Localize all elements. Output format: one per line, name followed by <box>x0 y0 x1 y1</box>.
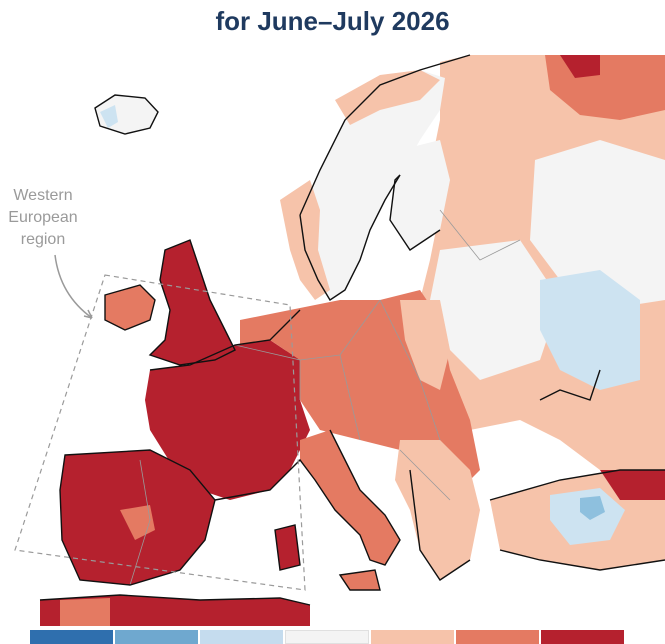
western-european-region-outline <box>14 274 306 591</box>
france <box>145 340 310 500</box>
ireland <box>105 285 155 330</box>
legend-swatch <box>30 630 114 644</box>
eastern-cool-patch <box>540 270 640 390</box>
color-legend <box>30 630 626 644</box>
annotation-arrow <box>54 254 93 319</box>
iceland-cool-patch <box>100 105 118 128</box>
legend-swatch <box>285 630 369 644</box>
annotation-line-1: Western <box>13 187 72 204</box>
scandinavia <box>300 70 445 300</box>
annotation-line-2: European <box>8 209 77 226</box>
legend-swatch <box>200 630 284 644</box>
balkans <box>395 440 480 580</box>
northeast-hottest-patch <box>560 55 600 78</box>
turkey-hot-patch <box>600 470 665 500</box>
europe-temperature-map: Western European region <box>0 52 665 626</box>
coastlines <box>39 54 665 606</box>
sardinia <box>275 525 300 570</box>
legend-swatch <box>540 630 624 644</box>
eastern-neutral-1 <box>530 140 665 310</box>
eastern-neutral-2 <box>430 240 560 380</box>
map-title: for June–July 2026 <box>215 6 450 36</box>
sicily <box>340 570 380 590</box>
legend-swatch <box>115 630 199 644</box>
central-europe-neutral <box>400 300 450 390</box>
legend-swatch <box>370 630 454 644</box>
italy <box>300 430 400 565</box>
scandinavia-warm-north <box>335 70 440 125</box>
turkey-cool-core <box>580 496 605 520</box>
benelux-germany-west <box>240 310 300 360</box>
great-britain <box>150 240 235 365</box>
annotation-line-3: region <box>21 231 65 248</box>
legend-swatch <box>455 630 539 644</box>
finland <box>390 140 450 250</box>
annotation-arrow-head <box>83 309 93 319</box>
scandinavia-warm-west <box>280 180 330 300</box>
region-annotation: Western European region <box>8 187 77 248</box>
north-africa-warm <box>60 598 110 626</box>
